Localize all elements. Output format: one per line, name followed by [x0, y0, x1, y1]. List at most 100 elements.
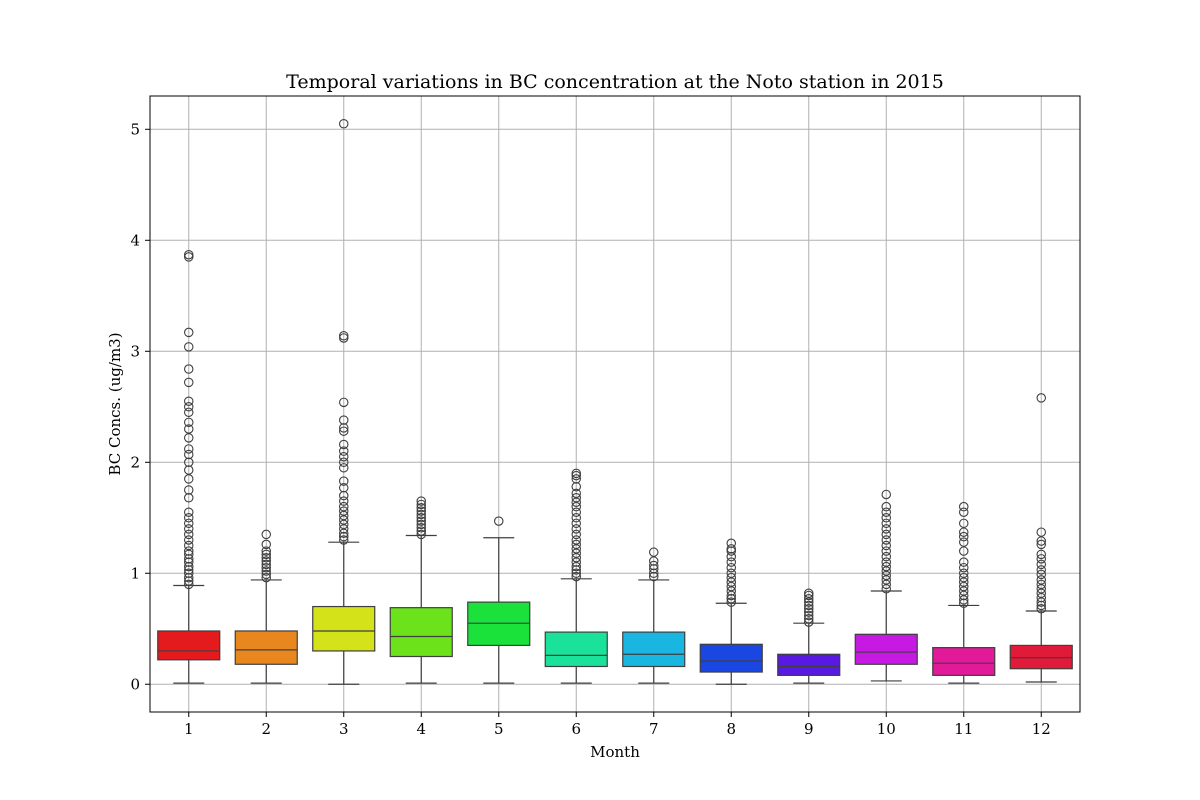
outlier-point: [726, 546, 736, 556]
outlier-point: [881, 513, 891, 523]
outlier-point: [1036, 565, 1047, 575]
outlier-point: [1036, 575, 1047, 585]
y-tick-label: 4: [130, 231, 140, 249]
x-axis-label: Month: [590, 743, 640, 761]
outlier-point: [881, 507, 891, 517]
y-tick-label: 3: [130, 342, 140, 360]
outlier-point: [338, 415, 349, 425]
outlier-point: [261, 556, 271, 566]
outlier-point: [803, 600, 814, 611]
box-iqr: [389, 607, 453, 658]
outlier-point: [184, 529, 194, 540]
outlier-point: [184, 579, 194, 590]
outlier-point: [648, 564, 659, 574]
box-iqr: [234, 630, 298, 665]
outlier-point: [571, 568, 581, 579]
outlier-point: [1036, 539, 1047, 550]
outlier-point: [958, 531, 969, 542]
outlier-point: [416, 513, 426, 523]
box-month-7: [622, 547, 686, 684]
y-tick-label: 1: [130, 564, 140, 582]
outlier-point: [958, 537, 969, 547]
outlier-point: [416, 499, 426, 510]
outlier-point: [881, 529, 891, 540]
outlier-point: [881, 540, 891, 551]
x-tick-label: 6: [571, 720, 581, 738]
outlier-point: [338, 333, 349, 343]
outlier-point: [881, 551, 891, 562]
outlier-point: [726, 557, 736, 567]
outlier-point: [338, 451, 349, 462]
outlier-point: [803, 607, 814, 617]
outlier-point: [881, 524, 891, 534]
outlier-point: [571, 524, 581, 534]
x-tick-label: 9: [804, 720, 814, 738]
outlier-point: [338, 531, 349, 542]
outlier-point: [958, 572, 969, 583]
outlier-point: [571, 470, 581, 481]
outlier-point: [184, 407, 194, 418]
box-month-3: [312, 118, 376, 685]
box-month-5: [467, 516, 531, 684]
outlier-point: [338, 506, 349, 516]
outlier-point: [184, 535, 194, 545]
outlier-point: [571, 493, 581, 503]
outlier-point: [261, 572, 271, 583]
outlier-point: [1036, 600, 1047, 611]
box-month-6: [544, 468, 608, 684]
box-month-9: [777, 588, 841, 684]
box-iqr: [622, 631, 686, 668]
outlier-point: [571, 529, 581, 540]
outlier-point: [338, 490, 349, 501]
x-tick-label: 11: [954, 720, 973, 738]
outlier-point: [184, 507, 194, 517]
outlier-point: [184, 576, 194, 586]
outlier-point: [261, 529, 271, 540]
outlier-point: [184, 402, 194, 412]
x-tick-label: 10: [877, 720, 896, 738]
outlier-point: [338, 426, 349, 436]
outlier-point: [416, 519, 426, 530]
outlier-point: [184, 493, 194, 503]
outlier-point: [416, 506, 426, 516]
box-iqr: [544, 631, 608, 668]
outlier-point: [338, 476, 349, 486]
outlier-point: [881, 557, 891, 567]
outlier-point: [338, 496, 349, 506]
outlier-point: [184, 561, 194, 572]
x-tick-label: 8: [726, 720, 736, 738]
outlier-point: [803, 610, 814, 621]
outlier-point: [1036, 549, 1047, 560]
outlier-point: [184, 568, 194, 579]
outlier-point: [571, 539, 581, 550]
outlier-point: [338, 446, 349, 456]
outlier-point: [726, 597, 736, 607]
box-month-12: [1009, 393, 1073, 683]
outlier-point: [958, 557, 969, 567]
box-month-8: [699, 538, 763, 685]
outlier-point: [261, 559, 271, 570]
outlier-point: [338, 439, 349, 450]
outlier-point: [958, 518, 969, 529]
chart-title: Temporal variations in BC concentration …: [286, 71, 944, 93]
outlier-point: [648, 560, 659, 571]
outlier-point: [338, 483, 349, 493]
plot-frame: [149, 95, 1081, 713]
boxes: [157, 118, 1073, 685]
box-month-1: [157, 249, 221, 684]
outlier-point: [184, 252, 194, 262]
x-tick-label: 2: [261, 720, 271, 738]
outlier-point: [803, 590, 814, 601]
outlier-point: [184, 546, 194, 556]
outlier-point: [184, 444, 194, 454]
box-iqr: [157, 630, 221, 661]
outlier-point: [881, 546, 891, 556]
outlier-point: [184, 249, 194, 260]
outlier-point: [184, 465, 194, 475]
outlier-point: [1036, 569, 1047, 580]
y-tick-label: 0: [130, 675, 140, 693]
outlier-point: [803, 588, 814, 598]
outlier-point: [648, 571, 659, 582]
outlier-point: [958, 501, 969, 512]
